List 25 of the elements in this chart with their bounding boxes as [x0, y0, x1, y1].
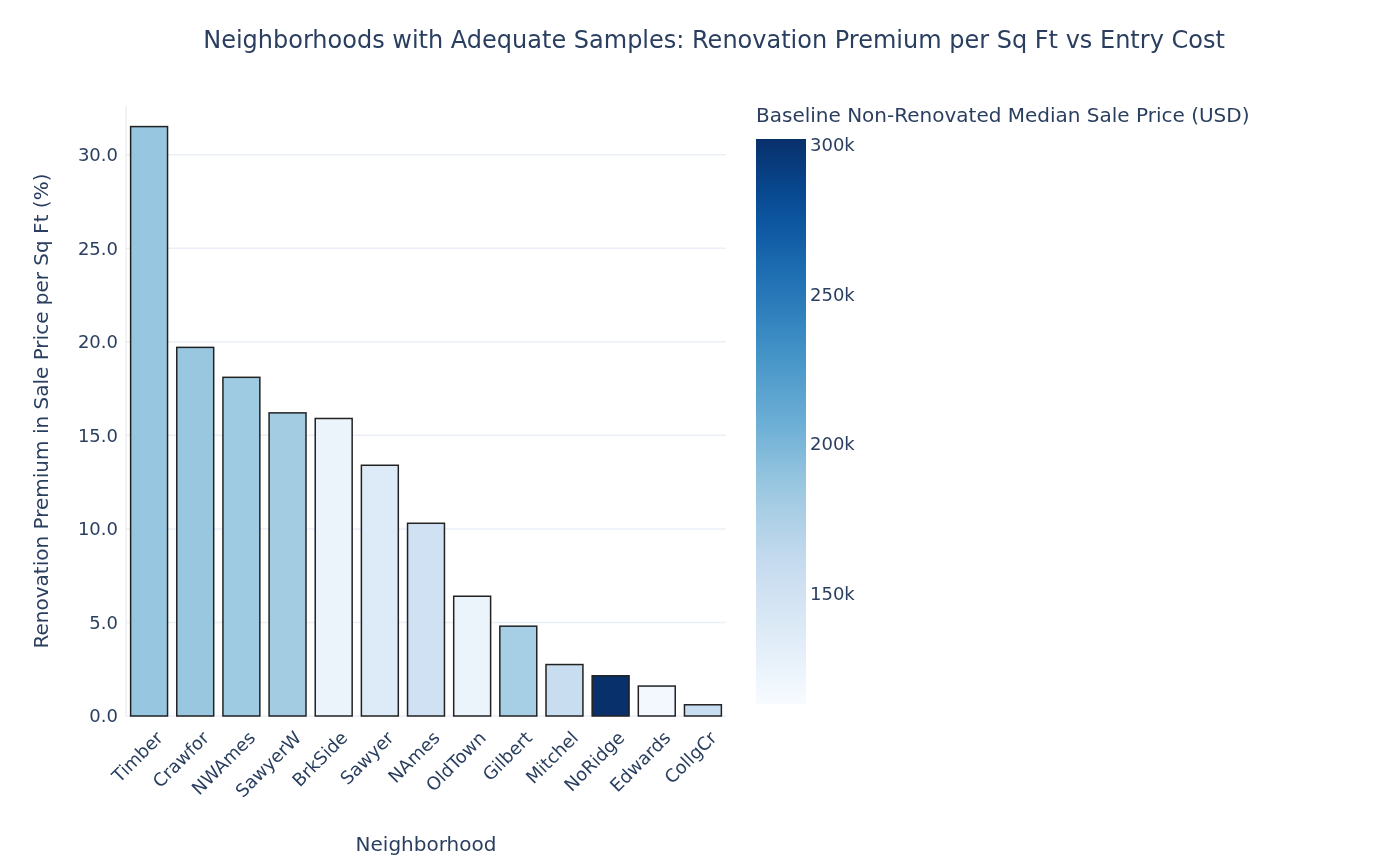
y-tick-label: 30.0 [77, 143, 118, 165]
color-bar-label: 250k [810, 283, 856, 305]
bar [222, 376, 261, 717]
color-bar-title: Baseline Non-Renovated Median Sale Price (USD) [756, 103, 1250, 127]
bar [406, 522, 446, 717]
y-tick-label: 20.0 [77, 331, 118, 353]
color-bar-label: 300k [810, 134, 856, 156]
y-tick-label: 0.0 [89, 705, 118, 727]
y-tick-label: 10.0 [77, 518, 118, 540]
bar [360, 464, 400, 717]
y-axis-title: Renovation Premium in Sale Price per Sq Ft (%) [29, 173, 53, 649]
x-axis-title: Neighborhood [355, 832, 497, 856]
chart-title: Neighborhoods with Adequate Samples: Renovation Premium per Sq Ft vs Entry Cost [203, 26, 1225, 54]
color-bar-label: 200k [810, 433, 856, 455]
bar [268, 412, 307, 717]
bar [683, 704, 723, 717]
bar [499, 625, 538, 717]
color-bar-label: 150k [810, 582, 856, 604]
bar [176, 346, 215, 717]
bar [129, 125, 169, 717]
y-tick-label: 25.0 [77, 237, 118, 259]
bar [591, 675, 630, 717]
y-tick-label: 15.0 [77, 424, 118, 446]
bar [545, 663, 584, 717]
y-tick-label: 5.0 [89, 611, 118, 633]
